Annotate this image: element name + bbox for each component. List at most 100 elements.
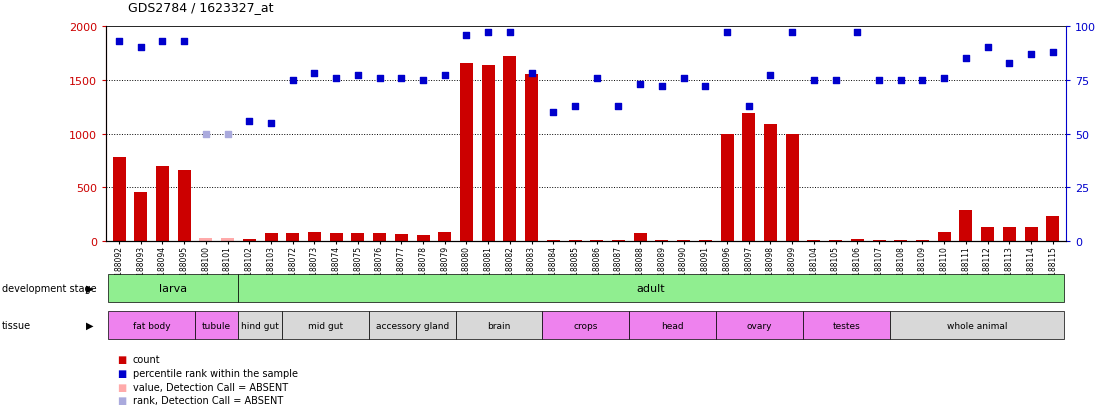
Point (935, 75, 953, 82)
Bar (395, 234, 407, 242)
Bar (786, 134, 799, 242)
Bar (352, 233, 365, 242)
Point (349, 73, 367, 80)
Text: ▶: ▶ (86, 283, 94, 293)
Bar (850, 240, 864, 242)
Point (761, 73, 779, 80)
Bar (590, 240, 604, 242)
Bar (460, 63, 473, 242)
Text: value, Detection Call = ABSENT: value, Detection Call = ABSENT (133, 382, 288, 392)
Point (805, 77, 822, 84)
Bar (200, 238, 212, 242)
Bar (937, 233, 951, 242)
Point (175, 38, 193, 45)
Bar (177, 171, 191, 242)
Bar (1003, 228, 1016, 242)
Point (718, 30, 735, 37)
Point (675, 75, 693, 82)
Bar (699, 240, 712, 242)
Point (219, 131, 237, 138)
Text: count: count (133, 354, 161, 364)
Point (545, 109, 562, 116)
Point (262, 120, 280, 127)
Bar (894, 240, 907, 242)
Text: mid gut: mid gut (308, 321, 343, 330)
Point (436, 73, 454, 80)
Bar (243, 240, 256, 242)
Text: GDS2784 / 1623327_at: GDS2784 / 1623327_at (128, 2, 273, 14)
Text: hind gut: hind gut (241, 321, 279, 330)
Text: brain: brain (488, 321, 511, 330)
Bar (286, 233, 299, 242)
Text: development stage: development stage (2, 283, 97, 293)
Text: testes: testes (833, 321, 860, 330)
Bar (807, 240, 820, 242)
Bar (655, 240, 668, 242)
Point (393, 75, 411, 82)
Point (609, 103, 627, 109)
Point (371, 75, 388, 82)
Bar (568, 240, 581, 242)
Bar (113, 158, 126, 242)
Point (870, 77, 888, 84)
Point (414, 77, 432, 84)
Bar (889, 311, 1064, 339)
Bar (195, 311, 239, 339)
Bar (156, 166, 169, 242)
Bar (416, 235, 430, 242)
Point (154, 38, 172, 45)
Text: fat body: fat body (133, 321, 171, 330)
Point (240, 118, 258, 125)
Point (306, 71, 324, 77)
Point (110, 38, 128, 45)
Point (827, 77, 845, 84)
Text: accessory gland: accessory gland (376, 321, 449, 330)
Point (632, 81, 650, 88)
Bar (482, 66, 494, 242)
Bar (634, 233, 646, 242)
Bar (742, 114, 756, 242)
Text: tubule: tubule (202, 321, 231, 330)
Bar (308, 232, 321, 242)
Text: crops: crops (574, 321, 598, 330)
Text: ovary: ovary (747, 321, 772, 330)
Point (132, 45, 150, 52)
Bar (373, 234, 386, 242)
Bar (455, 311, 542, 339)
Bar (981, 228, 994, 242)
Point (914, 77, 932, 84)
Bar (916, 240, 929, 242)
Point (783, 30, 801, 37)
Bar (108, 274, 239, 302)
Point (479, 30, 497, 37)
Point (458, 32, 475, 39)
Point (588, 75, 606, 82)
Point (522, 71, 540, 77)
Bar (134, 192, 147, 242)
Point (1022, 52, 1040, 58)
Text: ■: ■ (117, 382, 126, 392)
Bar (629, 311, 716, 339)
Text: whole animal: whole animal (946, 321, 1007, 330)
Point (283, 77, 301, 84)
Point (566, 103, 584, 109)
Point (696, 84, 714, 90)
Bar (221, 239, 234, 242)
Text: ▶: ▶ (86, 320, 94, 330)
Bar (526, 75, 538, 242)
Bar (264, 233, 278, 242)
Bar (439, 232, 451, 242)
Bar (329, 234, 343, 242)
Bar (282, 311, 368, 339)
Bar (239, 311, 282, 339)
Bar (716, 311, 804, 339)
Bar (960, 211, 972, 242)
Bar (764, 125, 777, 242)
Point (653, 84, 671, 90)
Text: head: head (662, 321, 684, 330)
Point (956, 56, 974, 62)
Point (740, 103, 758, 109)
Text: larva: larva (160, 283, 187, 293)
Point (892, 77, 910, 84)
Bar (1046, 217, 1059, 242)
